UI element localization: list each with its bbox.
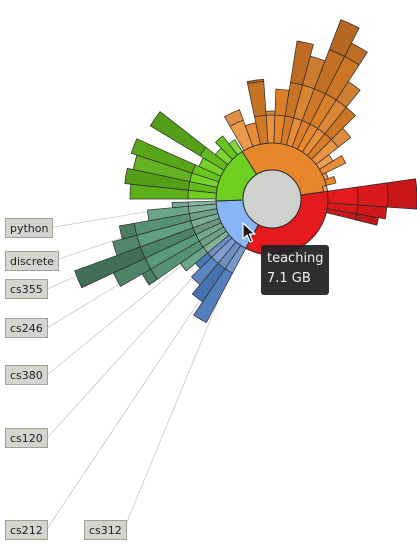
label-cs355[interactable]: cs355: [5, 279, 48, 299]
segment-orange-3[interactable]: [265, 114, 276, 144]
segment-orange-outer-11[interactable]: [330, 127, 352, 148]
segment-orange-tip-2[interactable]: [246, 78, 265, 84]
segment-red-tip-0[interactable]: [386, 178, 417, 210]
label-leader-lines: [46, 204, 227, 530]
segment-teal-tip-5[interactable]: [118, 222, 138, 240]
label-discrete[interactable]: discrete: [5, 251, 59, 271]
leader-line: [46, 253, 215, 439]
label-cs246[interactable]: cs246: [5, 318, 48, 338]
leader-line: [46, 269, 221, 530]
segment-orange-16[interactable]: [322, 185, 328, 193]
tooltip-size: 7.1 GB: [267, 271, 311, 286]
label-cs120[interactable]: cs120: [5, 428, 48, 448]
hover-tooltip: teaching 7.1 GB: [261, 245, 329, 295]
segment-blue-outer-3[interactable]: [194, 252, 213, 269]
segment-orange-outer-3[interactable]: [265, 110, 276, 116]
segment-orange-outer-2[interactable]: [247, 80, 267, 118]
segment-red-mid-2[interactable]: [354, 213, 379, 226]
mouse-pointer-icon: [242, 222, 256, 243]
label-cs212[interactable]: cs212: [5, 520, 48, 540]
segment-red-0[interactable]: [327, 186, 359, 206]
sunburst-center[interactable]: [242, 169, 302, 229]
label-python[interactable]: python: [5, 218, 54, 238]
label-cs380[interactable]: cs380: [5, 365, 48, 385]
segment-green-8[interactable]: [228, 139, 243, 156]
segment-red-mid-0[interactable]: [356, 182, 389, 208]
segment-orange-far-8[interactable]: [344, 42, 368, 66]
sunburst-segments[interactable]: [74, 19, 417, 324]
tooltip-name: teaching: [267, 251, 324, 266]
segment-green-outer-5[interactable]: [149, 111, 207, 157]
label-cs312[interactable]: cs312: [84, 520, 127, 540]
segment-orange-outer-0[interactable]: [224, 109, 244, 127]
segment-green-outer-3[interactable]: [130, 138, 196, 174]
segment-teal-outer-7[interactable]: [171, 201, 189, 209]
leader-line: [123, 281, 227, 530]
